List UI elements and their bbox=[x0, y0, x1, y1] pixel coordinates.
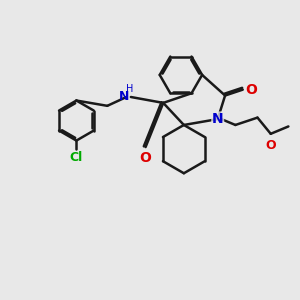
Text: N: N bbox=[212, 112, 224, 126]
Text: H: H bbox=[126, 84, 133, 94]
Text: N: N bbox=[119, 91, 129, 103]
Text: O: O bbox=[246, 82, 258, 97]
Text: Cl: Cl bbox=[70, 152, 83, 164]
Text: O: O bbox=[140, 152, 152, 166]
Text: O: O bbox=[266, 139, 276, 152]
